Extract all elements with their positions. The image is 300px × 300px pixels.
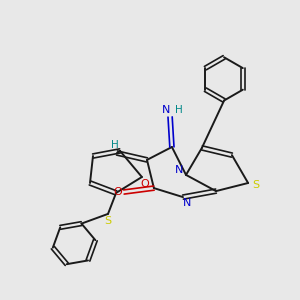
Text: S: S xyxy=(252,179,259,190)
Text: H: H xyxy=(111,140,119,150)
Text: N: N xyxy=(161,105,170,116)
Text: O: O xyxy=(140,178,149,189)
Text: H: H xyxy=(175,105,182,116)
Text: S: S xyxy=(104,215,112,226)
Text: N: N xyxy=(175,165,184,176)
Text: O: O xyxy=(113,187,122,197)
Text: N: N xyxy=(183,197,192,208)
